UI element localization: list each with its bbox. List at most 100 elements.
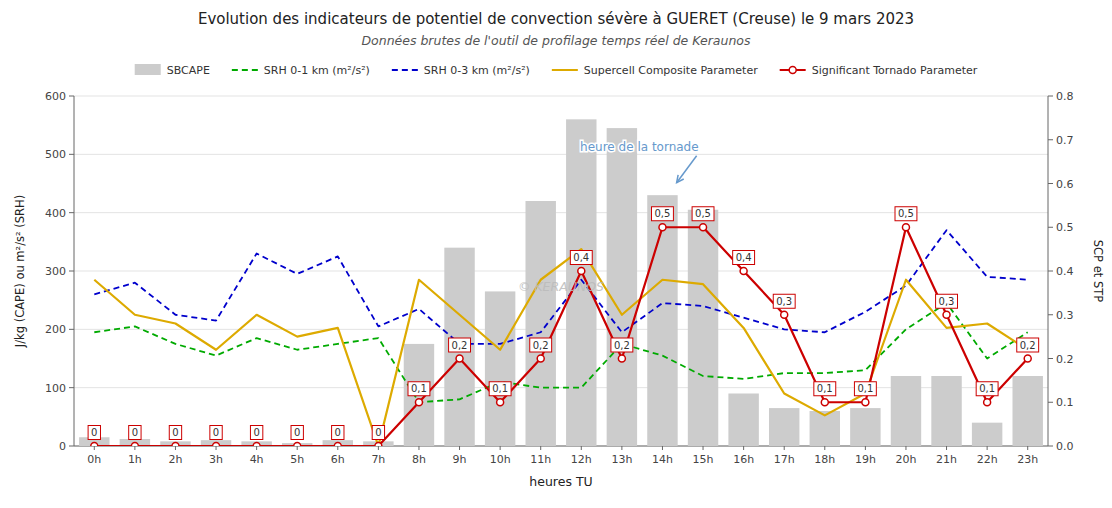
x-tick [459, 446, 460, 450]
label-box [169, 426, 181, 440]
x-tick-label: 19h [855, 453, 876, 466]
marker [334, 443, 341, 447]
x-tick [662, 446, 663, 450]
x-tick [500, 446, 501, 450]
data-label: 0 [335, 427, 341, 438]
label-box [489, 382, 511, 396]
marker [497, 399, 504, 406]
label-box [88, 426, 100, 440]
grid-line [74, 154, 1048, 155]
data-label-box: 0,5 [652, 207, 674, 221]
legend-marker [789, 67, 796, 74]
marker [578, 268, 585, 275]
y2-tick [1048, 402, 1053, 403]
legend-label: SBCAPE [167, 64, 210, 77]
y-tick [69, 446, 74, 447]
x-tick-label: 1h [128, 453, 142, 466]
data-label: 0,3 [776, 296, 792, 307]
y-tick-label: 600 [45, 90, 66, 103]
marker [740, 268, 747, 275]
x-tick [94, 446, 95, 450]
marker [862, 399, 869, 406]
chart: Evolution des indicateurs de potentiel d… [0, 0, 1112, 508]
marker [131, 443, 138, 447]
y-tick [69, 154, 74, 155]
data-label-box: 0 [250, 426, 262, 440]
data-label-box: 0,1 [408, 382, 430, 396]
x-tick-label: 12h [571, 453, 592, 466]
data-label-box: 0,3 [936, 294, 958, 308]
x-tick-label: 13h [611, 453, 632, 466]
y-tick-label: 300 [45, 265, 66, 278]
marker [172, 443, 179, 447]
watermark: © KERAUNOS [518, 279, 604, 294]
x-tick [784, 446, 785, 450]
y-axis-line [74, 96, 75, 446]
x-tick [256, 446, 257, 450]
data-label-box: 0 [88, 426, 100, 440]
data-label-box: 0,1 [976, 382, 998, 396]
marker [375, 443, 382, 447]
data-label-box: 0,3 [773, 294, 795, 308]
label-box [408, 382, 430, 396]
label-box [210, 426, 222, 440]
label-box [530, 338, 552, 352]
y-tick-label: 200 [45, 323, 66, 336]
data-label: 0,1 [979, 383, 995, 394]
bar [891, 376, 921, 446]
marker [456, 355, 463, 362]
x-tick-label: 5h [290, 453, 304, 466]
x-tick [824, 446, 825, 450]
marker [984, 399, 991, 406]
y2-tick [1048, 96, 1053, 97]
y2-tick-label: 0.4 [1056, 265, 1074, 278]
annotation: heure de la tornade [580, 140, 699, 183]
y2-tick-label: 0.3 [1056, 309, 1074, 322]
y-tick-label: 500 [45, 148, 66, 161]
y2-tick-label: 0.7 [1056, 134, 1074, 147]
x-tick [337, 446, 338, 450]
x-tick-label: 16h [733, 453, 754, 466]
data-label-box: 0,4 [733, 251, 755, 265]
x-tick-label: 23h [1017, 453, 1038, 466]
legend-item: Supercell Composite Parameter [552, 64, 758, 77]
bar [769, 408, 799, 446]
marker [943, 311, 950, 318]
bar [607, 128, 637, 446]
data-label-box: 0,4 [570, 251, 592, 265]
data-label-box: 0 [372, 426, 384, 440]
y2-tick [1048, 358, 1053, 359]
y2-tick-label: 0.5 [1056, 221, 1074, 234]
marker [415, 399, 422, 406]
data-label: 0,1 [817, 383, 833, 394]
marker [700, 224, 707, 231]
line [94, 227, 1027, 446]
label-box [773, 294, 795, 308]
y2-tick-label: 0.0 [1056, 440, 1074, 453]
y-tick [69, 96, 74, 97]
data-label: 0 [213, 427, 219, 438]
data-label-box: 0 [129, 426, 141, 440]
y2-tick [1048, 271, 1053, 272]
x-tick [743, 446, 744, 450]
x-tick [905, 446, 906, 450]
x-tick [581, 446, 582, 450]
legend-label: SRH 0-3 km (m²/s²) [424, 64, 530, 77]
x-tick [540, 446, 541, 450]
annotation-text: heure de la tornade [580, 140, 699, 154]
data-label: 0,1 [411, 383, 427, 394]
x-tick-label: 8h [412, 453, 426, 466]
label-box [611, 338, 633, 352]
x-tick-label: 18h [814, 453, 835, 466]
grid [74, 96, 1048, 446]
marker [253, 443, 260, 447]
axes: 01002003004005006000.00.10.20.30.40.50.6… [45, 90, 1074, 466]
marker [902, 224, 909, 231]
label-box [733, 251, 755, 265]
data-label: 0 [132, 427, 138, 438]
data-label-box: 0,2 [1017, 338, 1039, 352]
x-tick-label: 22h [977, 453, 998, 466]
label-box [250, 426, 262, 440]
legend-line [232, 69, 258, 71]
legend-label: Significant Tornado Parameter [812, 64, 978, 77]
